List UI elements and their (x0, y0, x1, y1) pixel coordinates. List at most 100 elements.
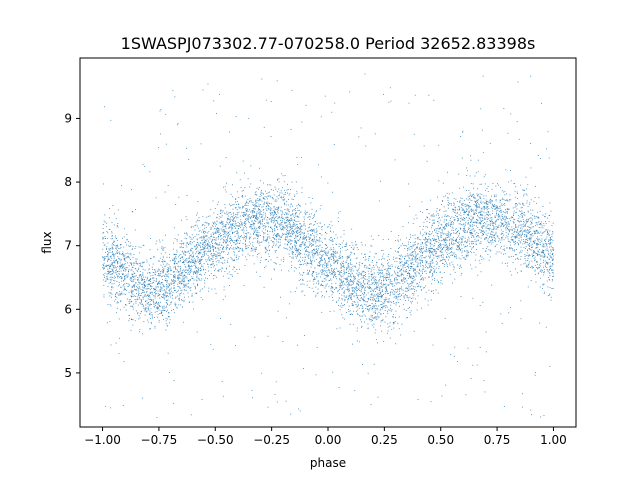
data-point (400, 274, 402, 276)
data-point (504, 219, 506, 220)
data-point (288, 233, 290, 235)
data-point (488, 228, 490, 230)
data-point (537, 240, 539, 242)
data-point (376, 301, 378, 302)
data-point (432, 238, 433, 239)
data-point (430, 199, 431, 201)
data-point (228, 232, 229, 233)
data-point (537, 236, 538, 238)
data-point (245, 217, 247, 219)
data-point (383, 303, 385, 304)
data-point (447, 266, 448, 268)
data-point (270, 259, 272, 261)
data-point (495, 253, 497, 255)
data-point (260, 222, 262, 224)
data-point (310, 230, 312, 232)
data-point (215, 242, 216, 243)
data-point (504, 224, 506, 226)
data-point (334, 273, 336, 275)
data-point (201, 278, 203, 280)
data-point (379, 269, 381, 271)
data-point (267, 195, 269, 197)
data-point (387, 270, 389, 272)
data-point (407, 289, 409, 291)
data-point (349, 310, 351, 312)
data-point (460, 267, 462, 268)
data-point (361, 311, 363, 313)
data-point (272, 222, 274, 224)
data-point (485, 201, 487, 203)
data-point (487, 219, 489, 220)
data-point (355, 285, 357, 287)
data-point (158, 319, 160, 321)
data-point (323, 280, 325, 282)
data-point (477, 188, 479, 190)
data-point (525, 265, 527, 267)
data-point (136, 286, 137, 287)
data-point (286, 220, 287, 222)
data-point (368, 280, 369, 282)
data-point (350, 313, 352, 315)
data-point (185, 251, 186, 253)
data-point (138, 286, 140, 288)
data-point (158, 273, 160, 275)
data-point (188, 236, 190, 238)
data-point (224, 295, 226, 297)
data-point (407, 278, 409, 279)
data-point (116, 281, 118, 282)
data-point (457, 264, 459, 266)
data-point (146, 311, 147, 313)
data-point (186, 242, 188, 243)
data-point (418, 262, 420, 264)
data-point (273, 268, 275, 270)
data-point (551, 247, 553, 249)
data-point (234, 247, 236, 249)
data-point (137, 284, 139, 286)
data-point (383, 278, 385, 280)
data-point (174, 302, 176, 304)
data-point (136, 288, 137, 290)
data-point (407, 285, 409, 287)
data-point (255, 233, 257, 235)
data-point (254, 249, 256, 251)
data-point (190, 249, 191, 251)
data-point (439, 251, 441, 253)
data-point (529, 238, 530, 240)
data-point (318, 225, 320, 227)
data-point (197, 270, 199, 271)
data-point (134, 320, 136, 322)
data-point (142, 273, 144, 275)
data-point (451, 242, 452, 244)
data-point (441, 236, 443, 238)
data-point (310, 223, 312, 225)
data-point (512, 235, 513, 237)
data-point (453, 209, 455, 211)
data-point (361, 286, 363, 288)
data-point (400, 287, 402, 289)
data-point (118, 251, 120, 253)
data-point (128, 301, 130, 302)
data-point (410, 262, 412, 264)
data-point (283, 181, 285, 183)
data-point (203, 232, 204, 233)
data-point (295, 181, 297, 183)
data-point (522, 243, 524, 245)
data-point (361, 325, 363, 327)
data-point (469, 218, 470, 220)
data-point (113, 277, 115, 279)
data-point (348, 284, 350, 286)
data-point (124, 263, 126, 264)
data-point (457, 218, 459, 219)
data-point (140, 274, 142, 275)
data-point (147, 307, 149, 309)
data-point (500, 234, 502, 236)
data-point (285, 239, 287, 241)
data-point (329, 311, 331, 312)
data-point (449, 252, 451, 254)
data-point (334, 274, 335, 276)
data-point (180, 274, 182, 276)
data-point (139, 282, 141, 284)
data-point (285, 234, 287, 235)
data-point (175, 267, 177, 269)
